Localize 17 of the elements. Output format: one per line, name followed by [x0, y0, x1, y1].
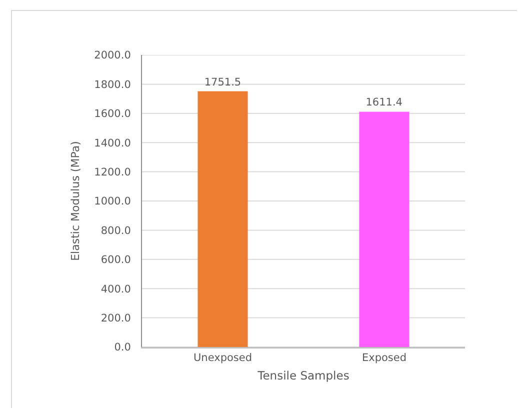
data-label: 1751.5	[204, 76, 242, 88]
x-axis-title: Tensile Samples	[256, 368, 350, 382]
y-axis-title: Elastic Modulus (MPa)	[68, 141, 82, 261]
y-tick-label: 0.0	[114, 342, 131, 354]
y-tick-label: 1800.0	[94, 78, 131, 91]
x-tick-label: Unexposed	[193, 352, 252, 364]
y-tick-label: 200.0	[100, 312, 131, 324]
y-tick-label: 2000.0	[94, 50, 131, 62]
y-tick-label: 1400.0	[94, 137, 131, 150]
y-tick-label: 1200.0	[94, 166, 131, 178]
y-tick-label: 800.0	[100, 224, 131, 237]
x-tick-label: Exposed	[362, 352, 407, 364]
data-label: 1611.4	[366, 96, 403, 109]
y-tick-label: 1000.0	[94, 196, 131, 208]
y-tick-label: 1600.0	[94, 108, 131, 120]
y-tick-label: 600.0	[100, 254, 131, 266]
y-tick-label: 400.0	[100, 283, 131, 296]
